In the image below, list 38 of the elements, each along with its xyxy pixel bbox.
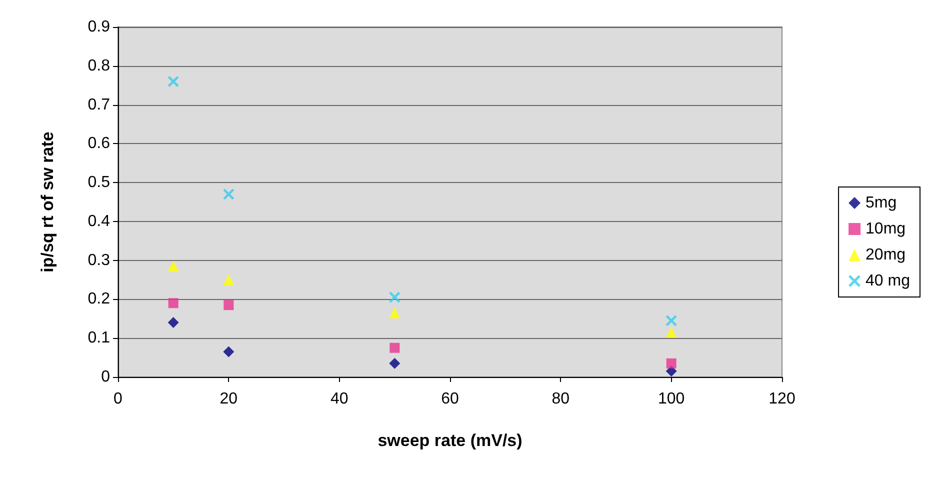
point xyxy=(223,188,234,200)
y-tick-label: 0.1 xyxy=(88,330,110,347)
legend-label: 40 mg xyxy=(866,272,910,290)
legend-label: 20mg xyxy=(866,246,906,264)
legend-label: 5mg xyxy=(866,194,897,212)
x-tick-label: 0 xyxy=(114,390,123,408)
point xyxy=(666,326,677,338)
y-tick-label: 0.4 xyxy=(88,212,110,230)
y-tick-label: 0.5 xyxy=(88,174,110,192)
point xyxy=(390,342,400,353)
legend-label: 10mg xyxy=(866,220,906,238)
point xyxy=(223,346,234,358)
y-tick-label: 0 xyxy=(101,368,110,386)
x-tick-label: 80 xyxy=(552,390,570,408)
point xyxy=(223,274,234,286)
point xyxy=(168,260,179,272)
x-tick-label: 120 xyxy=(768,390,796,408)
point xyxy=(389,292,400,303)
y-tick-label: 0.2 xyxy=(88,290,110,308)
y-tick-label: 0.7 xyxy=(88,96,110,114)
y-tick-label: 0.3 xyxy=(88,252,110,269)
x-tick-label: 100 xyxy=(658,390,685,408)
point xyxy=(168,317,179,328)
point xyxy=(389,307,400,318)
point xyxy=(168,298,178,308)
x-tick-label: 60 xyxy=(441,390,459,408)
point xyxy=(389,358,400,369)
x-tick-label: 40 xyxy=(330,390,348,408)
point xyxy=(224,300,234,310)
y-tick-label: 0.9 xyxy=(88,18,110,36)
point xyxy=(168,76,179,87)
x-axis-title: sweep rate (mV/s) xyxy=(378,431,522,450)
x-tick-label: 20 xyxy=(220,390,238,408)
y-tick-label: 0.6 xyxy=(88,135,110,152)
point xyxy=(666,358,676,368)
point xyxy=(666,315,677,326)
y-tick-label: 0.8 xyxy=(88,57,110,74)
y-axis-title: ip/sq rt of sw rate xyxy=(38,132,57,272)
